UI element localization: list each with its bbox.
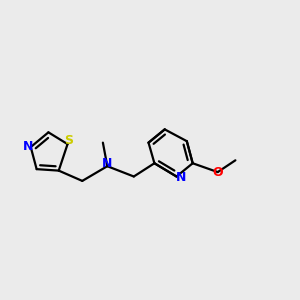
Text: O: O xyxy=(212,166,223,178)
Text: N: N xyxy=(176,171,186,184)
Text: S: S xyxy=(64,134,73,147)
Text: N: N xyxy=(22,140,33,153)
Text: N: N xyxy=(102,157,112,170)
